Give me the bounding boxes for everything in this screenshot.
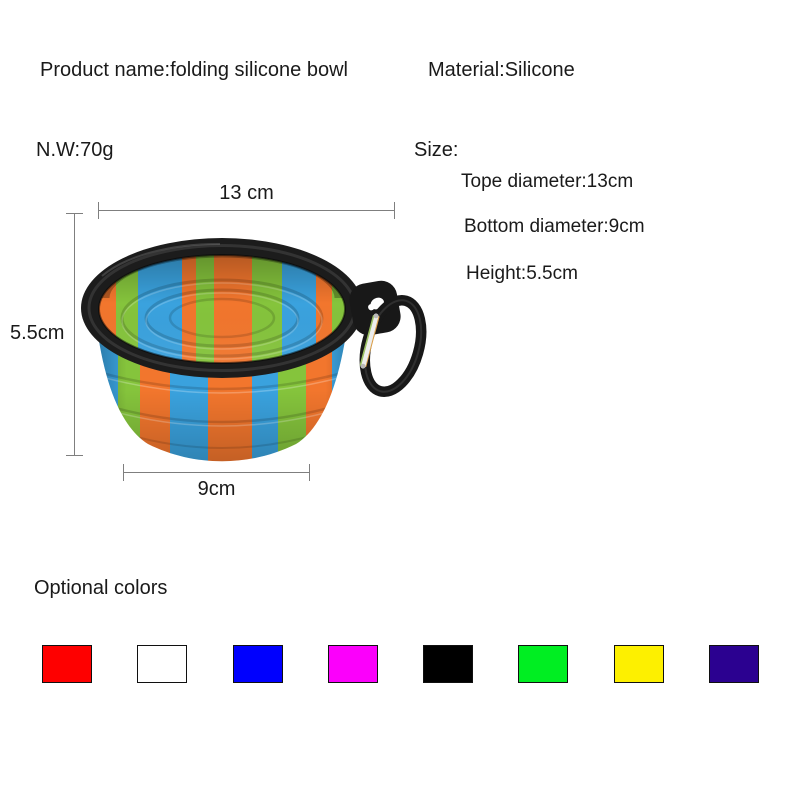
carabiner-gate [359,313,380,369]
dim-height-tick-bottom [66,455,83,456]
dim-height-label: 5.5cm [10,322,65,344]
dim-top-diameter-tick-left [98,202,99,219]
color-swatch-red [42,645,92,683]
color-swatch-white [137,645,188,683]
color-swatch-dark-purple [708,645,759,683]
dim-top-diameter-tick-right [394,202,395,219]
optional-colors-heading: Optional colors [34,577,168,599]
color-swatch-magenta [327,645,378,683]
dim-height-tick-top [66,213,83,214]
carabiner-icon [349,280,427,397]
dim-bottom-diameter-tick-right [309,464,310,481]
size-bottom-diameter: Bottom diameter:9cm [464,216,645,237]
size-heading: Size: [414,139,459,161]
net-weight-label: N.W:70g [36,139,114,161]
product-name-label: Product name:folding silicone bowl [40,59,348,81]
dim-bottom-diameter-label: 9cm [197,478,236,500]
dim-height-line [74,213,75,456]
color-swatch-row [42,645,759,683]
color-swatch-black [423,645,474,683]
material-label: Material:Silicone [428,59,575,81]
dim-bottom-diameter-line [123,472,310,473]
dim-top-diameter-label: 13 cm [219,182,274,204]
color-swatch-blue [232,645,283,683]
size-top-diameter: Tope diameter:13cm [461,171,634,192]
size-height: Height:5.5cm [466,263,578,284]
dim-top-diameter-line [98,210,395,211]
color-swatch-green [518,645,569,683]
color-swatch-yellow [613,645,664,683]
bowl-illustration [81,238,427,462]
dim-bottom-diameter-tick-left [123,464,124,481]
